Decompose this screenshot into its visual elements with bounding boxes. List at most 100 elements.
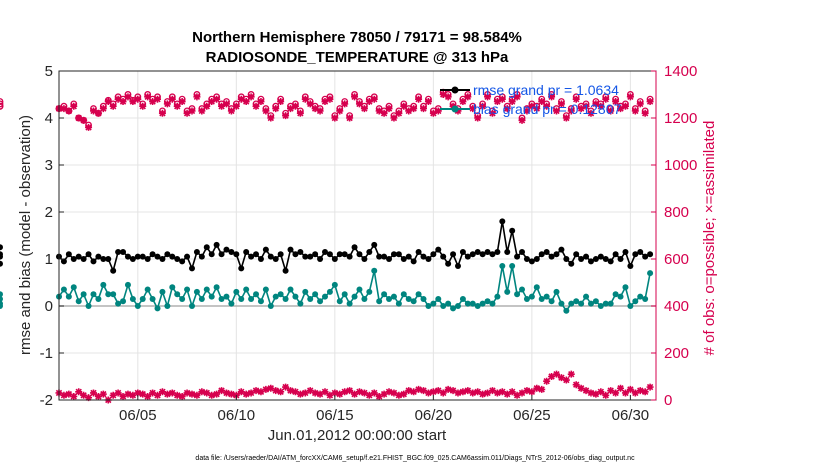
assimilated-point [493,98,501,106]
bias-point [282,295,289,302]
assimilated-point [385,105,393,113]
rmse-point [321,248,328,255]
assimilated-point [420,105,428,113]
assimilated-low-point [607,387,615,395]
bias-point [115,300,122,307]
assimilated-point [75,114,83,122]
assimilated-point [577,105,585,113]
assimilated-low-point [444,385,452,393]
assimilated-point [454,107,462,115]
bias-point [95,295,102,302]
legend-label-bias: bias grand pr = 0.12807 [473,101,621,117]
assimilated-low-point [498,388,506,396]
assimilated-low-point [503,390,511,398]
rmse-point [479,251,486,258]
rmse-point [400,256,407,262]
assimilated-low-point [459,388,467,396]
rmse-point [469,251,476,258]
assimilated-low-point [626,385,634,393]
bias-point [262,286,269,293]
assimilated-point [336,107,344,115]
assimilated-low-point [257,388,265,396]
bias-point [617,293,624,300]
rmse-point [504,248,511,255]
bias-point [139,295,146,302]
bias-point [420,295,427,302]
assimilated-low-point [272,387,280,395]
assimilated-point [410,105,418,113]
rmse-point [420,253,427,260]
y2-tick-label: 0 [664,392,672,409]
assimilated-low-point [267,384,275,392]
rmse-point [430,251,437,258]
rmse-point [174,256,181,262]
assimilated-low-point [523,387,531,395]
rmse-point [587,258,594,265]
assimilated-point [479,102,487,110]
assimilated-point [311,105,319,113]
assimilated-low-point [572,381,580,389]
rmse-point [573,251,580,258]
rmse-point [366,248,373,255]
bias-point [558,300,565,307]
plot-area [59,71,656,400]
rmse-point [253,251,260,258]
assimilated-low-point [518,389,526,397]
y2-tick-label: 1000 [664,157,697,174]
assimilated-point [351,93,359,101]
assimilated-point [641,109,649,117]
bias-point [110,291,117,298]
bias-point [228,300,235,307]
assimilated-low-point [429,388,437,396]
bias-point [440,303,447,309]
rmse-point [592,256,599,262]
x-tick-label: 06/20 [415,407,453,424]
y2-axis-label: # of obs: o=possible; ×=assimilated [701,121,718,356]
assimilated-point [395,109,403,117]
possible-point [0,100,4,108]
assimilated-point [592,100,600,108]
bias-point [430,300,437,307]
bias-point [509,263,516,270]
assimilated-low-point [252,387,260,395]
assimilated-low-point [291,388,299,396]
bias-point [253,291,260,298]
assimilated-low-point [188,390,196,398]
y-tick-label: 1 [45,251,53,268]
ticks: 06/05 06/10 06/15 06/20 06/25 06/30 -2 -1 0 1 2 3 4 5… [40,63,698,424]
assimilated-point [80,116,88,124]
assimilated-low-point [311,389,319,397]
rmse-point [326,251,333,258]
rmse-point [642,253,649,260]
assimilated-low-point [163,390,171,398]
x-axis-label: Jun.01,2012 00:00:00 start [268,427,447,444]
rmse-point [0,253,3,260]
rmse-point [218,251,225,258]
assimilated-point [444,93,452,101]
assimilated-point [306,100,314,108]
bias-point [144,286,151,293]
y2-tick-label: 1400 [664,63,697,80]
assimilated-point [508,98,516,106]
assimilated-point [370,95,378,103]
rmse-point [474,248,481,255]
bias-point [169,284,176,291]
rmse-point [331,256,338,262]
assimilated-point [503,105,511,113]
rmse-point [208,251,215,258]
legend-marker-rmse [451,86,459,94]
bias-point [592,298,599,305]
assimilated-low-point [562,376,570,384]
bias-point [321,293,328,300]
rmse-point [90,258,97,265]
assimilated-point [188,107,196,115]
rmse-point [257,256,264,262]
assimilated-point [513,93,521,101]
assimilated-low-point [390,389,398,397]
rmse-point [376,253,383,260]
assimilated-point [355,100,363,108]
rmse-point [583,253,590,260]
rmse-point [184,253,191,260]
y-tick-label: 5 [45,63,53,80]
bias-point [415,291,422,298]
